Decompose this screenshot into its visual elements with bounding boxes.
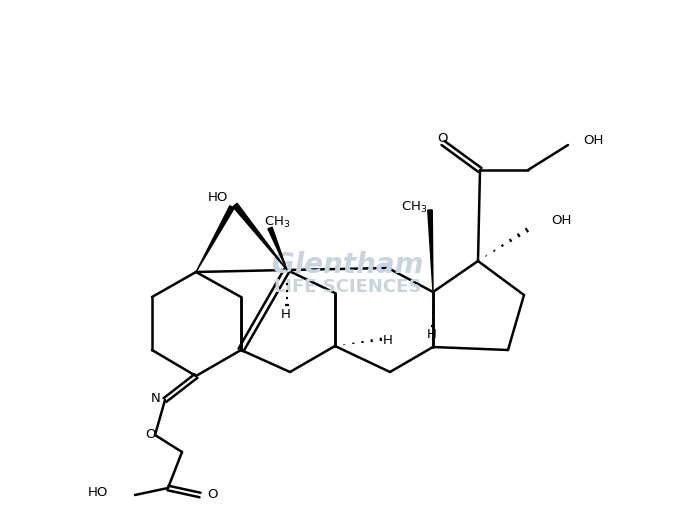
Text: OH: OH (583, 134, 603, 147)
Text: O: O (437, 132, 448, 145)
Text: H: H (427, 329, 437, 342)
Text: OH: OH (551, 214, 571, 227)
Polygon shape (428, 210, 433, 292)
Text: CH$_3$: CH$_3$ (264, 214, 290, 229)
Text: H: H (281, 308, 291, 321)
Text: N: N (150, 393, 160, 406)
Text: Glentham: Glentham (272, 251, 424, 279)
Text: CH$_3$: CH$_3$ (400, 200, 427, 215)
Text: O: O (145, 428, 155, 441)
Polygon shape (196, 206, 234, 272)
Text: O: O (207, 488, 218, 500)
Text: LIFE SCIENCES: LIFE SCIENCES (274, 278, 422, 296)
Text: HO: HO (88, 487, 108, 500)
Text: H: H (383, 333, 393, 346)
Text: HO: HO (207, 190, 228, 203)
Polygon shape (233, 203, 287, 270)
Polygon shape (268, 227, 287, 270)
